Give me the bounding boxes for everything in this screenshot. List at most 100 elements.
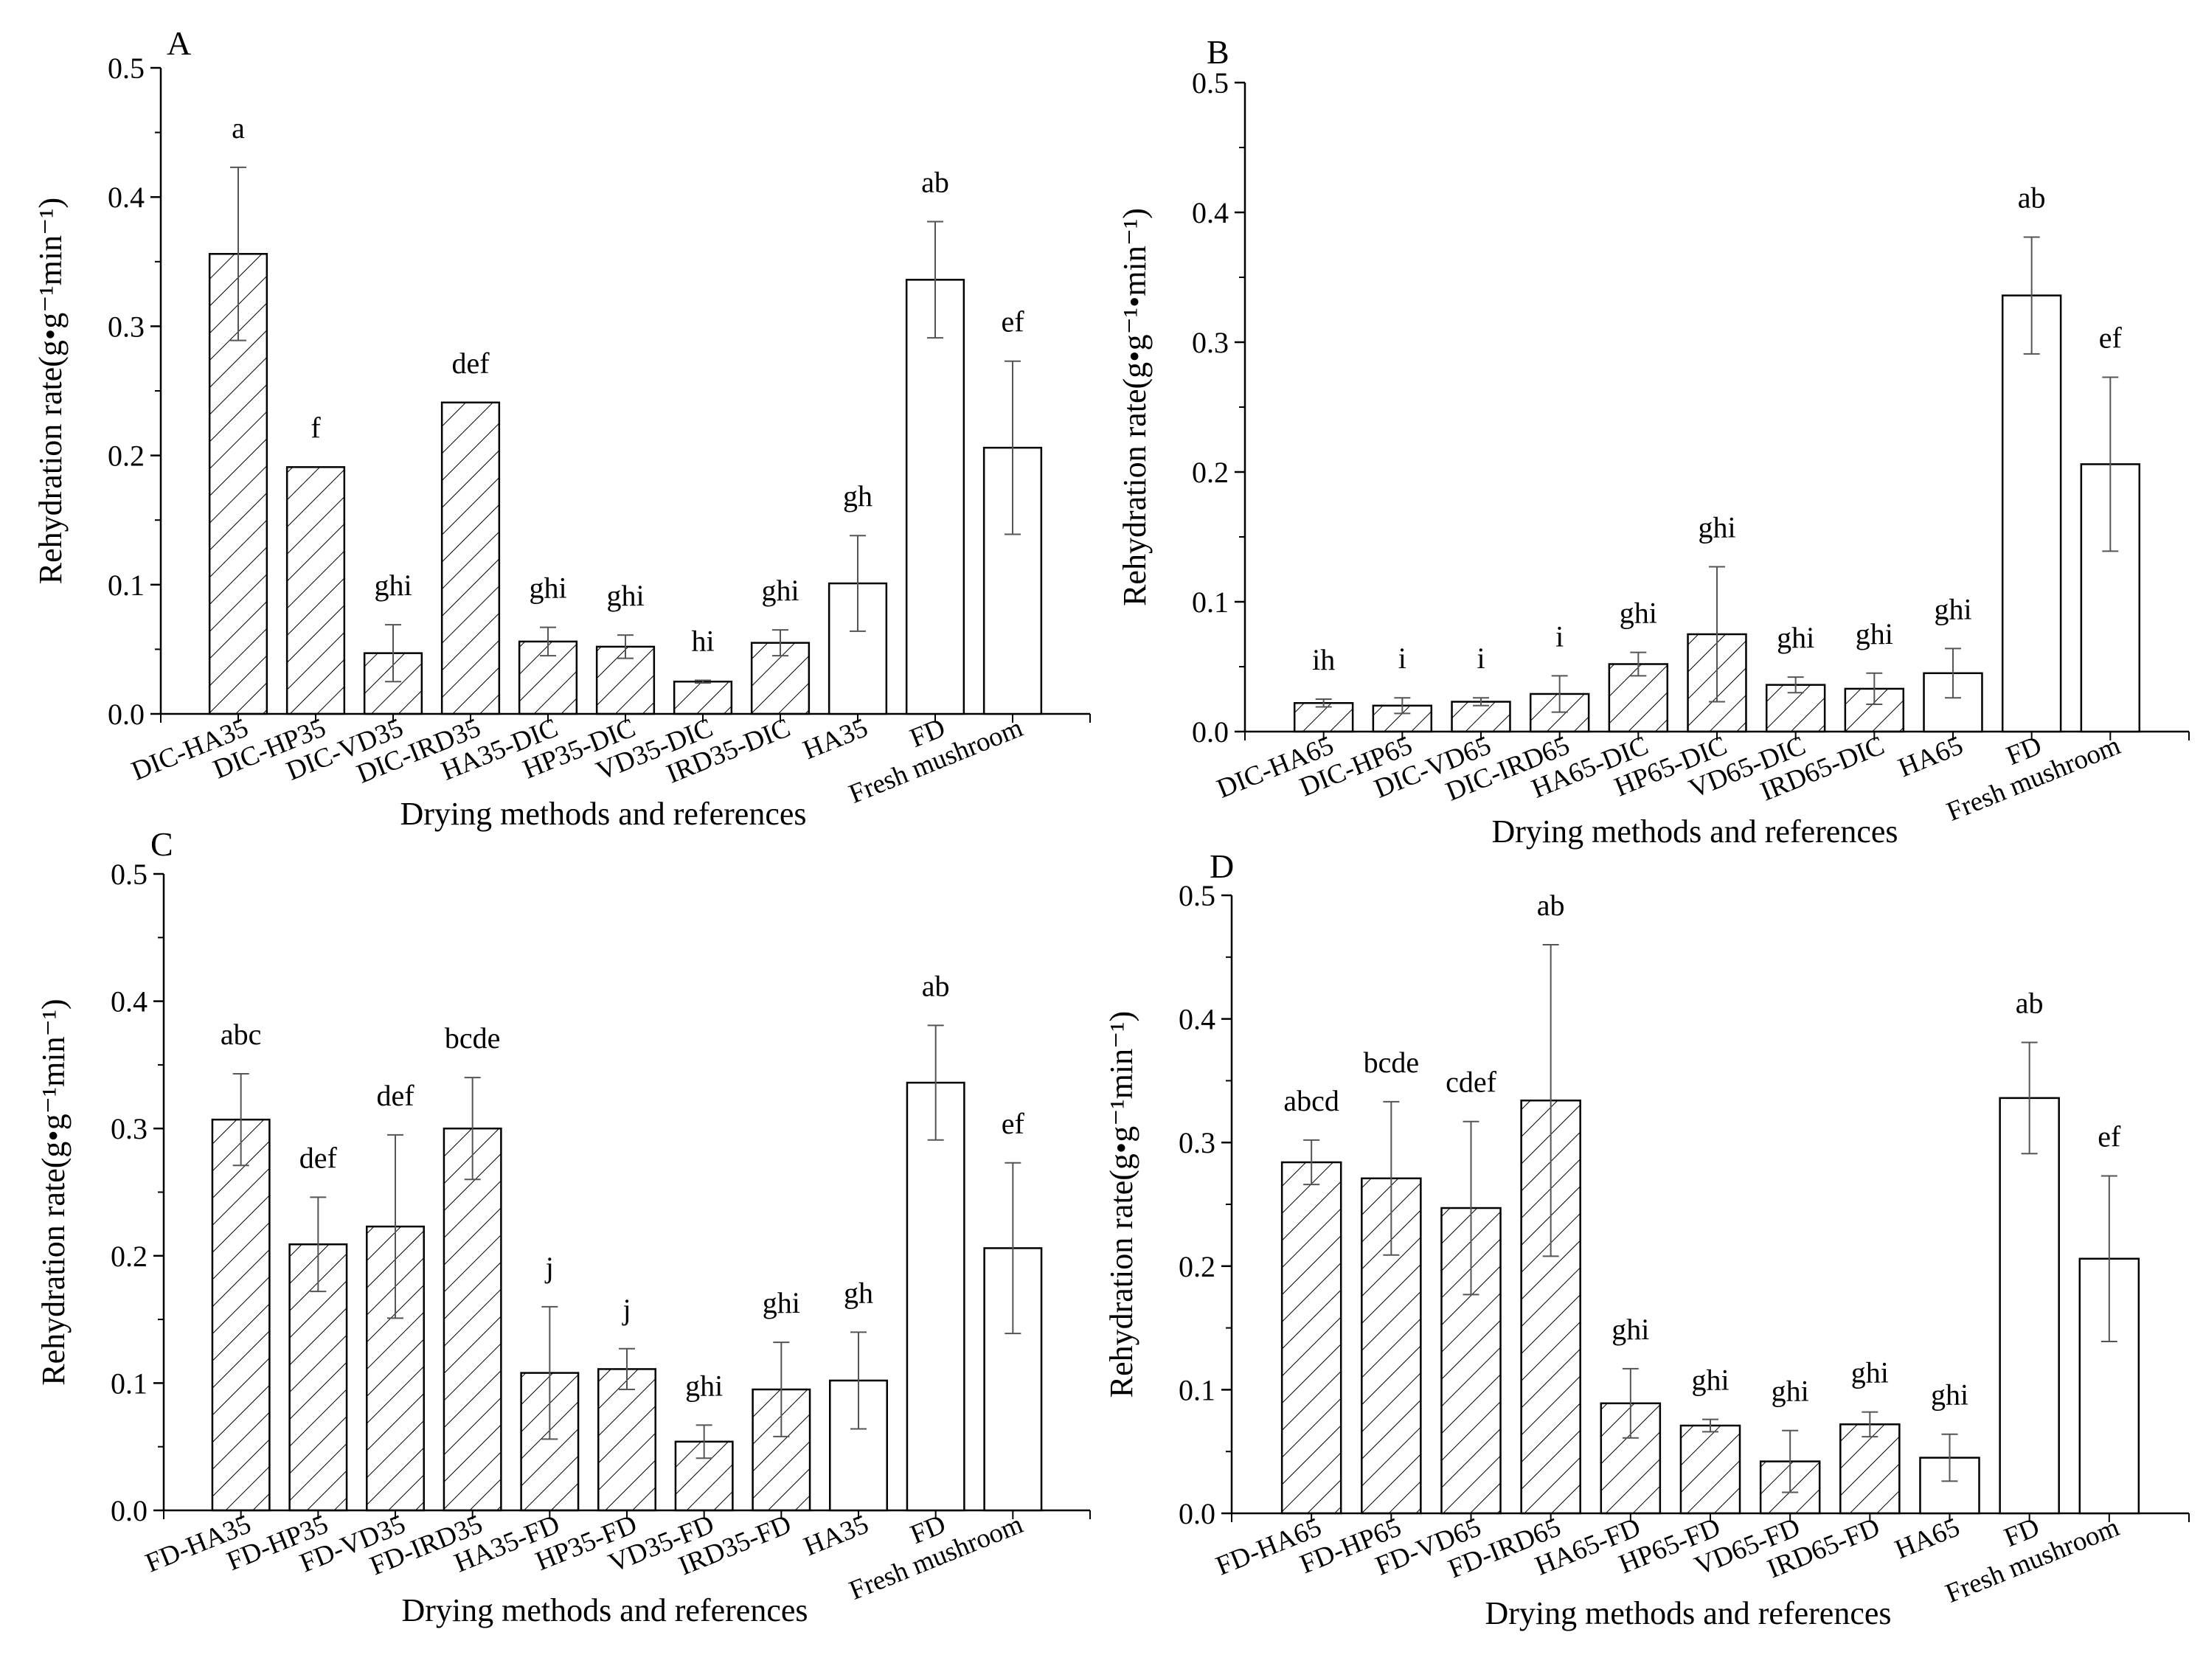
y-axis-title: Rehydration rate(g•g⁻¹min⁻¹) (1103, 1011, 1139, 1398)
y-tick-label: 0.4 (108, 181, 145, 214)
significance-letter: def (299, 1141, 338, 1174)
significance-letter: ef (2099, 322, 2123, 355)
y-tick-label: 0.0 (1192, 715, 1229, 749)
y-tick-label: 0.3 (1192, 326, 1229, 359)
panel-c: C0.00.10.20.30.40.5abcFD-HA35defFD-HP35d… (35, 825, 1091, 1628)
significance-letter: abcd (1283, 1084, 1339, 1117)
significance-letter: ghi (1931, 1378, 1968, 1412)
bar-fd (905, 279, 965, 715)
bar-fd (1999, 1097, 2060, 1515)
y-tick-label: 0.5 (1179, 879, 1215, 912)
significance-letter: ghi (1777, 621, 1814, 654)
y-tick-label: 0.2 (108, 440, 145, 473)
significance-letter: ghi (374, 569, 412, 602)
x-axis-title: Drying methods and references (401, 1592, 808, 1628)
significance-letter: ghi (1620, 597, 1657, 630)
significance-letter: ghi (606, 579, 644, 612)
significance-letter: j (544, 1251, 554, 1284)
x-category-label: HA65 (1894, 730, 1967, 783)
bar-ird65-fd (1839, 1423, 1901, 1515)
bar-fd-ha35 (211, 1118, 271, 1512)
significance-letter: ab (1537, 889, 1565, 922)
significance-letter: ih (1312, 643, 1335, 676)
significance-letter: gh (843, 479, 872, 513)
significance-letter: ef (1002, 1107, 1025, 1140)
y-tick-label: 0.0 (1179, 1497, 1215, 1530)
y-tick-label: 0.5 (108, 52, 145, 85)
bar-fd (906, 1081, 965, 1512)
y-tick-label: 0.3 (111, 1112, 148, 1145)
significance-letter: hi (691, 624, 714, 657)
significance-letter: ghi (1698, 510, 1735, 544)
y-tick-label: 0.5 (1192, 66, 1229, 100)
y-tick-label: 0.2 (1192, 456, 1229, 489)
x-category-label: HA35 (799, 712, 872, 766)
significance-letter: bcde (445, 1021, 501, 1055)
panels: A0.00.10.20.30.40.5aDIC-HA35fDIC-HP35ghi… (32, 24, 2190, 1631)
significance-letter: ghi (685, 1369, 723, 1402)
significance-letter: j (621, 1293, 631, 1326)
bar-dic-vd65 (1451, 701, 1511, 733)
significance-letter: ghi (761, 574, 799, 607)
panel-d: D0.00.10.20.30.40.5abcdFD-HA65bcdeFD-HP6… (1103, 847, 2190, 1631)
x-category-label: HA35 (799, 1509, 872, 1562)
y-tick-label: 0.1 (111, 1367, 148, 1400)
y-axis-title: Rehydration rate(g•g⁻¹min⁻¹) (35, 999, 72, 1385)
y-tick-label: 0.4 (1179, 1003, 1215, 1036)
panel-letter: A (167, 24, 191, 62)
significance-letter: ef (2098, 1120, 2121, 1153)
y-tick-label: 0.5 (111, 858, 148, 891)
significance-letter: i (1398, 642, 1406, 675)
significance-letter: cdef (1446, 1066, 1497, 1099)
y-tick-label: 0.3 (108, 310, 145, 343)
y-tick-label: 0.0 (108, 698, 145, 731)
panel-letter: D (1210, 847, 1234, 885)
bar-vd35-dic (673, 680, 733, 715)
bar-fd-ha65 (1280, 1161, 1342, 1515)
significance-letter: bcde (1364, 1046, 1420, 1079)
significance-letter: gh (844, 1276, 873, 1309)
significance-letter: ghi (1772, 1375, 1809, 1408)
significance-letter: ghi (1934, 592, 1971, 625)
y-tick-label: 0.1 (1192, 586, 1229, 619)
y-tick-label: 0.1 (108, 569, 145, 602)
bar-hp35-fd (597, 1368, 656, 1512)
panel-a: A0.00.10.20.30.40.5aDIC-HA35fDIC-HP35ghi… (32, 24, 1091, 832)
bar-dic-hp35 (285, 466, 346, 715)
y-tick-label: 0.1 (1179, 1373, 1215, 1406)
panel-b: B0.00.10.20.30.40.5ihDIC-HA65iDIC-HP65iD… (1117, 33, 2190, 850)
significance-letter: i (1555, 619, 1564, 653)
significance-letter: ghi (529, 572, 566, 605)
significance-letter: ghi (1851, 1356, 1889, 1389)
significance-letter: i (1477, 642, 1485, 675)
y-axis-title: Rehydration rate(g•g⁻¹•min⁻¹) (1117, 208, 1153, 606)
y-tick-label: 0.4 (1192, 196, 1229, 229)
x-axis-title: Drying methods and references (1491, 813, 1898, 850)
y-axis-title: Rehydration rate(g•g⁻¹min⁻¹) (32, 198, 69, 584)
significance-letter: ghi (1612, 1313, 1649, 1346)
y-tick-label: 0.3 (1179, 1126, 1215, 1159)
bar-hp65-fd (1679, 1424, 1741, 1515)
bar-fd-ird35 (443, 1127, 502, 1512)
significance-letter: ghi (1856, 617, 1893, 650)
significance-letter: ab (922, 969, 950, 1002)
significance-letter: def (451, 347, 490, 380)
x-category-label: HA65 (1891, 1512, 1964, 1565)
x-axis-title: Drying methods and references (400, 796, 806, 832)
significance-letter: abc (221, 1018, 262, 1051)
panel-letter: B (1207, 33, 1229, 71)
significance-letter: ab (2018, 181, 2046, 214)
significance-letter: ab (921, 165, 949, 198)
bar-dic-ird35 (440, 401, 501, 715)
significance-letter: ghi (1691, 1364, 1729, 1397)
significance-letter: a (232, 111, 245, 145)
y-tick-label: 0.2 (1179, 1250, 1215, 1283)
significance-letter: ab (2016, 986, 2044, 1019)
y-tick-label: 0.2 (111, 1240, 148, 1273)
significance-letter: ef (1001, 305, 1024, 339)
y-tick-label: 0.0 (111, 1494, 148, 1527)
bar-fd (2001, 294, 2062, 733)
x-axis-title: Drying methods and references (1485, 1595, 1891, 1631)
significance-letter: def (376, 1079, 414, 1112)
